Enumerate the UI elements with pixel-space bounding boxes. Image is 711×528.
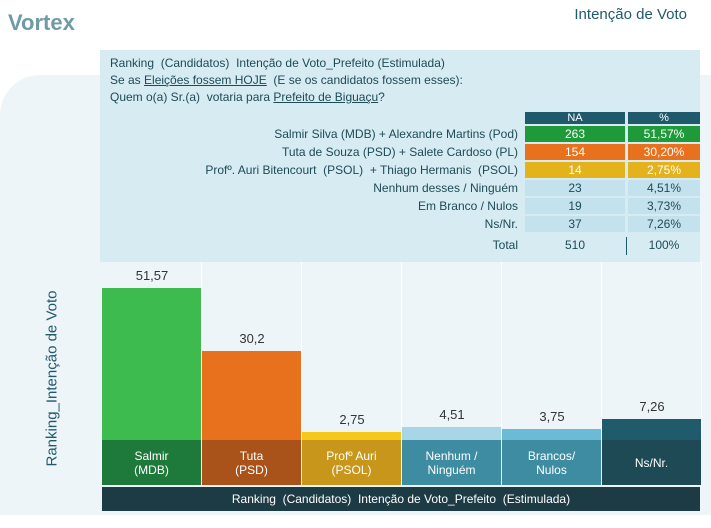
question-line: Se as Eleições fossem HOJE (E se os cand… — [110, 73, 463, 87]
question-line: Ranking (Candidatos) Intenção de Voto_Pr… — [110, 56, 445, 70]
row-label: Em Branco / Nulos — [417, 199, 518, 213]
table-cell: 263 — [525, 126, 625, 142]
category-label: Profº Auri (PSOL) — [302, 440, 401, 485]
row-label: Tuta de Souza (PSD) + Salete Cardoso (PL… — [281, 145, 518, 159]
row-label: Salmir Silva (MDB) + Alexandre Martins (… — [274, 127, 518, 141]
table-cell: 100% — [648, 238, 680, 252]
table-cell: 154 — [525, 144, 625, 160]
column-header: NA — [525, 112, 625, 124]
total-label: Total — [492, 238, 518, 252]
bar — [402, 426, 501, 440]
bar — [602, 418, 701, 440]
category-label: Brancos/ Nulos — [502, 440, 601, 485]
table-cell: 51,57% — [628, 126, 700, 142]
question-text: Quem o(a) Sr.(a) votaria para — [110, 90, 274, 104]
question-text: (E se os candidatos fossem esses): — [266, 73, 463, 87]
category-label: Tuta (PSD) — [202, 440, 301, 485]
question-text: Ranking (Candidatos) Intenção de Voto_Pr… — [110, 56, 445, 70]
question-text: Prefeito de Biguaçu — [273, 90, 379, 104]
column-divider — [301, 262, 302, 440]
column-divider — [501, 262, 502, 440]
table-cell: 37 — [525, 216, 625, 232]
table-cell: 14 — [525, 162, 625, 178]
question-line: Quem o(a) Sr.(a) votaria para Prefeito d… — [110, 90, 385, 104]
table-cell: 19 — [525, 198, 625, 214]
table-cell: 4,51% — [628, 180, 700, 196]
y-axis-label: Ranking_Intenção de Voto — [43, 290, 61, 467]
table-cell: 23 — [525, 180, 625, 196]
table-cell: 7,26% — [628, 216, 700, 232]
row-label: Nenhum desses / Ninguém — [373, 181, 518, 195]
brand: Vortex — [8, 10, 75, 35]
data-label: 2,75 — [339, 411, 365, 427]
category-label: Nenhum / Ninguém — [402, 440, 501, 485]
bar — [502, 428, 601, 440]
bar — [302, 431, 401, 440]
data-label: 51,57 — [135, 267, 169, 283]
column-divider — [401, 262, 402, 440]
question-text: Eleições fossem HOJE — [144, 73, 267, 87]
row-label: Ns/Nr. — [484, 217, 518, 231]
data-label: 7,26 — [639, 398, 665, 414]
row-label: Profº. Auri Bitencourt (PSOL) + Thiago H… — [205, 163, 518, 177]
bar — [102, 287, 201, 440]
category-label: Salmir (MDB) — [102, 440, 201, 485]
data-label: 30,2 — [239, 330, 265, 346]
data-label: 3,75 — [539, 408, 565, 424]
column-divider — [201, 262, 202, 440]
x-axis-label: Ranking (Candidatos) Intenção de Voto_Pr… — [102, 487, 700, 511]
category-label: Ns/Nr. — [602, 440, 701, 485]
total-divider — [626, 237, 627, 255]
column-divider — [701, 262, 702, 440]
column-divider — [601, 262, 602, 440]
header-title: Intenção de Voto — [574, 6, 687, 23]
question-text: ? — [378, 90, 385, 104]
column-header: % — [628, 112, 700, 124]
table-cell: 30,20% — [628, 144, 700, 160]
table-cell: 510 — [564, 238, 586, 252]
table-cell: 2,75% — [628, 162, 700, 178]
bar — [202, 350, 301, 440]
data-label: 4,51 — [439, 406, 465, 422]
table-cell: 3,73% — [628, 198, 700, 214]
question-text: Se as — [110, 73, 145, 87]
